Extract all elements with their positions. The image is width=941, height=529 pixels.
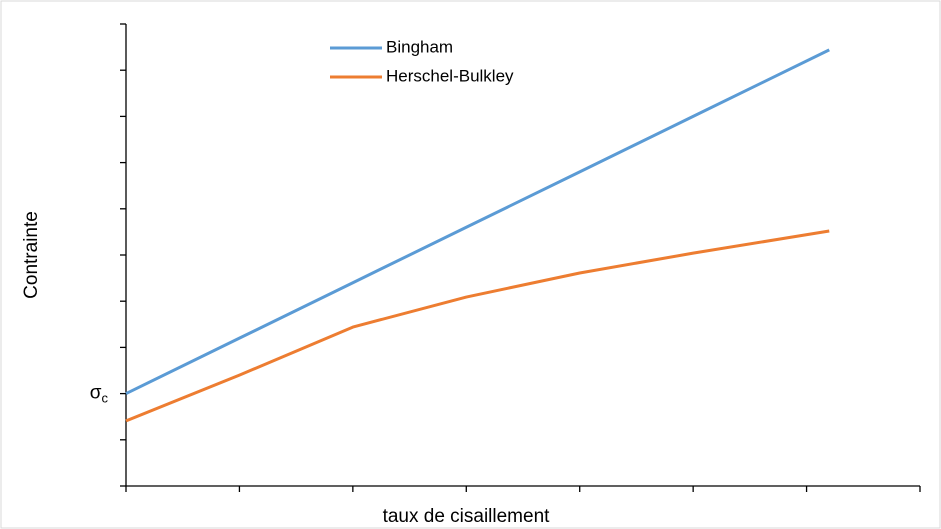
y-tick-label: σc xyxy=(90,383,109,406)
legend-label: Herschel-Bulkley xyxy=(386,66,514,85)
series-line xyxy=(125,48,830,395)
y-axis-label: Contrainte xyxy=(21,211,42,299)
x-axis-label: taux de cisaillement xyxy=(383,506,551,527)
series-line xyxy=(125,229,830,423)
legend-label: Bingham xyxy=(386,37,453,56)
